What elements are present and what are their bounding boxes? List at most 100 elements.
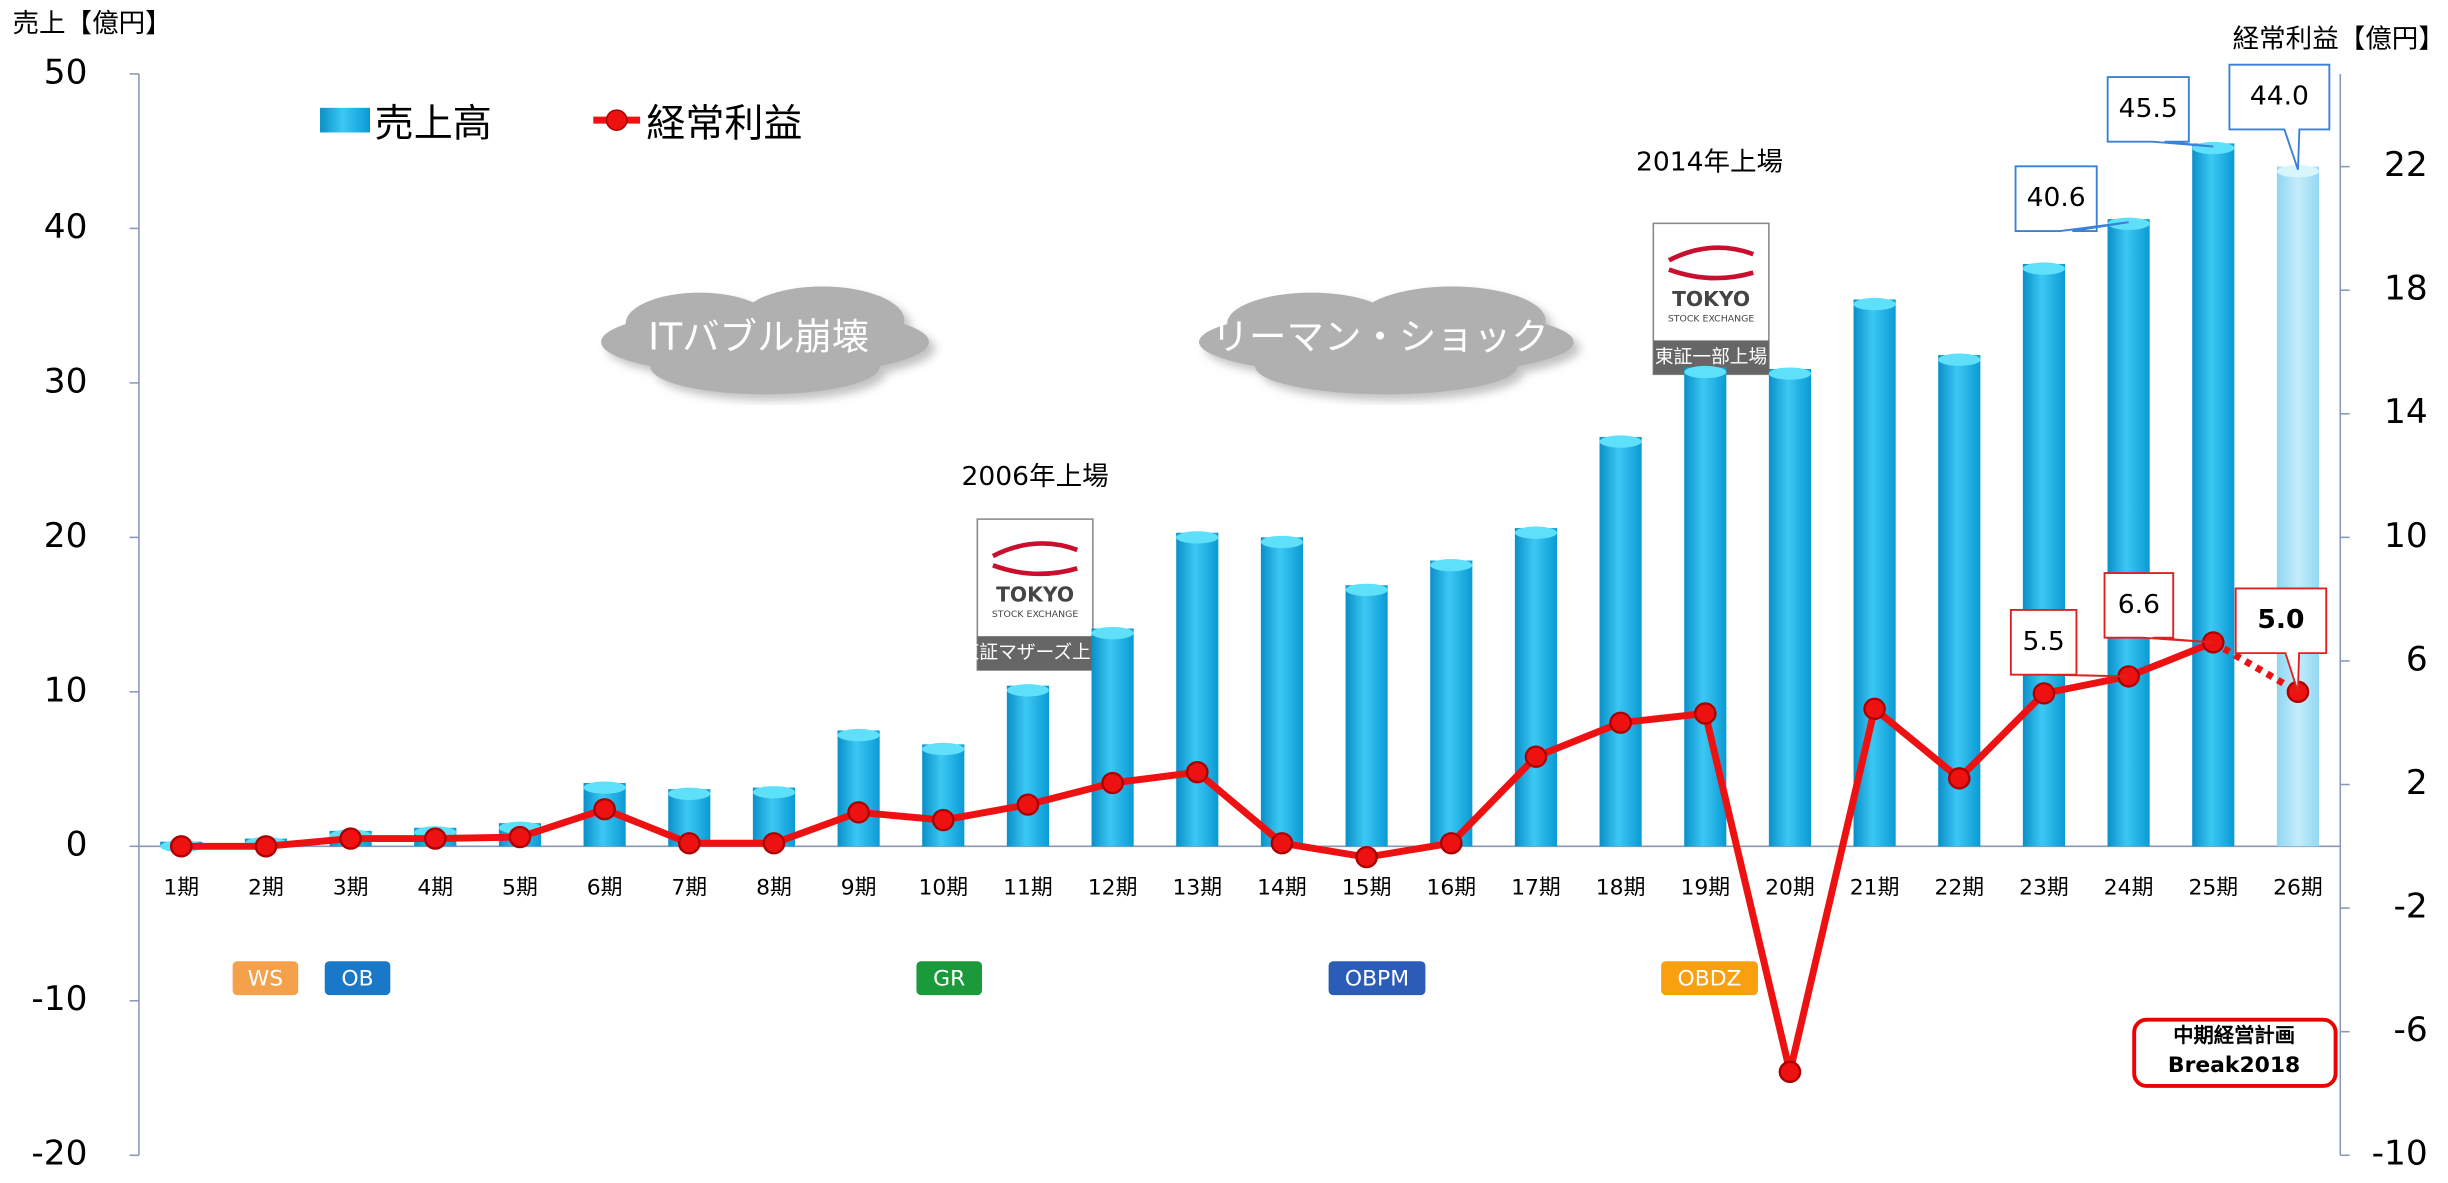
line-marker (1693, 702, 1717, 725)
x-tick-label: 16期 (1426, 876, 1476, 901)
x-tick-label: 10期 (918, 876, 968, 901)
x-tick-label: 2期 (248, 876, 284, 901)
plan-box (2132, 1017, 2338, 1088)
x-tick-label: 1期 (163, 876, 199, 901)
line-marker (1016, 793, 1040, 816)
line-marker (1270, 832, 1294, 855)
x-tick-label: 8期 (756, 876, 792, 901)
x-tick-label: 22期 (1934, 876, 1984, 901)
x-tick-label: 6期 (587, 876, 623, 901)
listing-badge-bg (977, 636, 1093, 671)
cloud-shape (1255, 338, 1518, 395)
bar-cap (1430, 558, 1473, 572)
x-tick-label: 13期 (1172, 876, 1222, 901)
x-tick-label: 7期 (671, 876, 707, 901)
badge (232, 961, 299, 996)
bar-cap (1768, 367, 1812, 380)
legend-swatch (320, 107, 371, 133)
x-tick-label: 18期 (1596, 876, 1646, 901)
line-marker (1778, 1060, 1802, 1084)
value-label: 5.0 (2257, 605, 2304, 635)
line-marker (1609, 711, 1632, 734)
badge (1661, 961, 1758, 996)
x-tick-label: 20期 (1765, 876, 1815, 901)
callout-box (2014, 165, 2129, 232)
line-forecast (2211, 639, 2300, 695)
cloud-label: リーマン・ショック (1212, 315, 1549, 359)
legend-marker (605, 109, 628, 131)
bar (1599, 436, 1642, 847)
logo-text: TOKYO (1672, 287, 1750, 311)
bar (1514, 528, 1558, 847)
y-tick-label: 10 (44, 670, 88, 710)
bar (1768, 368, 1812, 847)
badge (324, 961, 391, 996)
y-tick-label: 30 (44, 362, 88, 402)
cloud (1199, 286, 1574, 395)
badge (916, 961, 983, 996)
line-marker (677, 832, 701, 855)
callout-box (2103, 572, 2214, 644)
x-tick-label: 12期 (1088, 876, 1138, 901)
y-tick-label: 20 (44, 516, 88, 556)
logo-arrow (991, 541, 1079, 577)
y2-tick-label: 2 (2406, 763, 2428, 803)
line-marker (931, 808, 955, 832)
callout-box (2106, 76, 2214, 148)
line-marker (508, 825, 532, 849)
badge-label: WS (248, 967, 283, 992)
bar-cap (922, 742, 965, 756)
y-tick-label: -10 (31, 979, 87, 1019)
value-label: 6.6 (2118, 590, 2160, 620)
x-tick-label: 14期 (1257, 876, 1307, 901)
y2-tick-label: 18 (2384, 269, 2428, 309)
callout-box (2228, 63, 2331, 170)
y-axis-title: 売上【億円】 (12, 9, 171, 39)
x-tick-label: 9期 (841, 876, 877, 901)
y2-tick-label: 10 (2384, 516, 2428, 556)
value-label: 45.5 (2119, 94, 2178, 124)
line-marker (1101, 771, 1124, 795)
bar-cap (1260, 535, 1304, 549)
logo-subtext: STOCK EXCHANGE (992, 609, 1079, 620)
bar-cap (1938, 353, 1981, 366)
line-marker (762, 832, 786, 855)
callout-box (2234, 587, 2328, 693)
x-tick-label: 15期 (1342, 876, 1392, 901)
bar-cap (668, 787, 711, 800)
logo-arrow (1667, 245, 1755, 281)
line-marker (169, 835, 193, 858)
line-marker (339, 827, 362, 850)
line-marker (847, 801, 870, 824)
x-tick-label: 25期 (2188, 876, 2238, 901)
y-tick-label: 40 (44, 207, 88, 247)
bar-cap (1599, 435, 1642, 448)
bar (1006, 685, 1050, 847)
value-label: 40.6 (2027, 183, 2086, 213)
x-tick-label: 19期 (1680, 876, 1730, 901)
line-marker (1355, 845, 1378, 869)
badge-label: OBPM (1345, 967, 1409, 992)
bar (1260, 537, 1304, 847)
cloud-shape (650, 338, 880, 395)
bar-cap (2107, 217, 2150, 230)
bar-cap (2022, 262, 2066, 275)
x-tick-label: 26期 (2273, 876, 2323, 901)
line-marker (1185, 761, 1209, 784)
bar-cap (1345, 583, 1388, 597)
y-tick-label: 50 (44, 53, 88, 93)
plan-label: Break2018 (2168, 1053, 2300, 1078)
cloud-label: ITバブル崩壊 (648, 315, 869, 359)
bar-cap (1514, 526, 1558, 539)
line-marker (1439, 832, 1463, 855)
bar (2192, 143, 2235, 847)
y2-tick-label: -2 (2393, 887, 2427, 927)
line-marker (1947, 767, 1971, 790)
bar-cap (837, 728, 880, 742)
line-marker (2032, 682, 2056, 705)
listing-badge: 東証一部上場 (1655, 347, 1767, 368)
bar-cap (1853, 297, 1896, 311)
value-label: 44.0 (2250, 82, 2309, 112)
